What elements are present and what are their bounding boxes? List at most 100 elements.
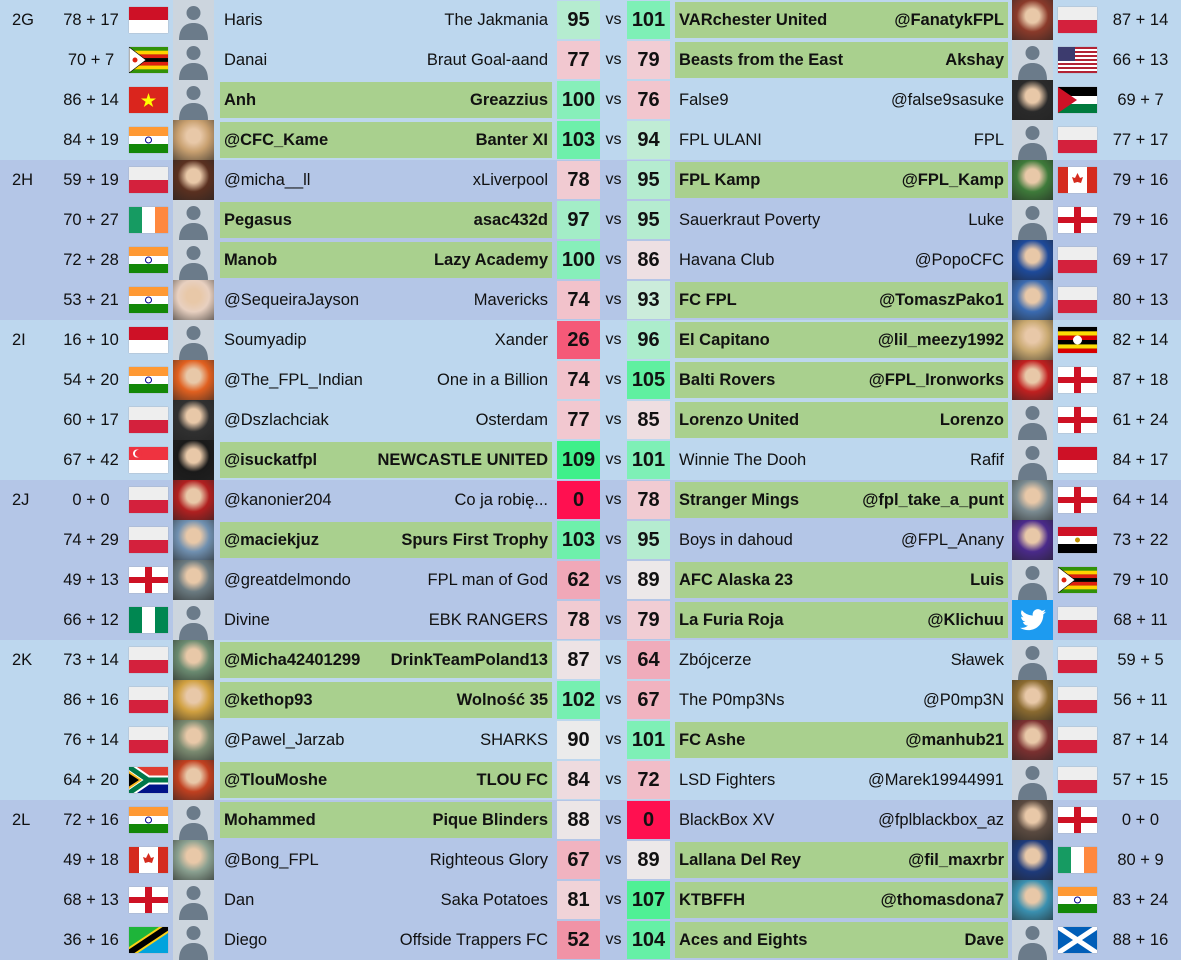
right-avatar[interactable] [1012,680,1053,720]
right-entry[interactable]: AFC Alaska 23 Luis [675,562,1008,598]
left-avatar[interactable] [173,0,214,40]
right-entry[interactable]: KTBFFH @thomasdona7 [675,882,1008,918]
right-entry[interactable]: Sauerkraut Poverty Luke [675,202,1008,238]
left-manager[interactable]: Anh [224,90,257,109]
right-manager[interactable]: @FPL_Anany [901,530,1004,549]
right-manager[interactable]: @P0mp3N [923,690,1004,709]
left-team[interactable]: NEWCASTLE UNITED [377,450,549,469]
left-manager[interactable]: Mohammed [224,810,316,829]
right-entry[interactable]: VARchester United @FanatykFPL [675,2,1008,38]
right-avatar[interactable] [1012,720,1053,760]
right-manager[interactable]: @Marek19944991 [867,770,1004,789]
right-manager[interactable]: Dave [964,930,1004,949]
left-avatar[interactable] [173,920,214,960]
right-entry[interactable]: False9 @false9sasuke [675,82,1008,118]
right-team[interactable]: BlackBox XV [679,810,775,829]
right-team[interactable]: Boys in dahoud [679,530,793,549]
right-team[interactable]: FC Ashe [679,730,746,749]
right-entry[interactable]: Lallana Del Rey @fil_maxrbr [675,842,1008,878]
left-manager[interactable]: @isuckatfpl [224,450,318,469]
left-team[interactable]: Saka Potatoes [440,890,548,909]
left-manager[interactable]: Diego [224,930,268,949]
left-team[interactable]: Osterdam [475,410,548,429]
left-team[interactable]: EBK RANGERS [428,610,548,629]
right-team[interactable]: Balti Rovers [679,370,776,389]
right-manager[interactable]: @FanatykFPL [894,10,1004,29]
right-entry[interactable]: Stranger Mings @fpl_take_a_punt [675,482,1008,518]
left-entry[interactable]: Danai Braut Goal-aand [220,42,552,78]
right-manager[interactable]: @manhub21 [905,730,1004,749]
left-entry[interactable]: Haris The Jakmania [220,2,552,38]
left-entry[interactable]: @TlouMoshe TLOU FC [220,762,552,798]
left-team[interactable]: Mavericks [473,290,548,309]
right-avatar[interactable] [1012,520,1053,560]
right-avatar[interactable] [1012,120,1053,160]
left-avatar[interactable] [173,720,214,760]
right-avatar[interactable] [1012,80,1053,120]
right-entry[interactable]: La Furia Roja @Klichuu [675,602,1008,638]
left-team[interactable]: Righteous Glory [429,850,548,869]
left-avatar[interactable] [173,760,214,800]
left-team[interactable]: FPL man of God [427,570,548,589]
left-team[interactable]: DrinkTeamPoland13 [390,650,548,669]
left-team[interactable]: The Jakmania [444,10,548,29]
right-manager[interactable]: Rafif [970,450,1004,469]
right-avatar[interactable] [1012,320,1053,360]
right-team[interactable]: La Furia Roja [679,610,784,629]
right-entry[interactable]: FPL ULANI FPL [675,122,1008,158]
right-entry[interactable]: Aces and Eights Dave [675,922,1008,958]
right-avatar[interactable] [1012,840,1053,880]
right-team[interactable]: Sauerkraut Poverty [679,210,821,229]
left-entry[interactable]: @isuckatfpl NEWCASTLE UNITED [220,442,552,478]
right-entry[interactable]: BlackBox XV @fplblackbox_az [675,802,1008,838]
right-entry[interactable]: Zbójcerze Sławek [675,642,1008,678]
right-team[interactable]: Lallana Del Rey [679,850,801,869]
right-manager[interactable]: Luke [968,210,1004,229]
left-entry[interactable]: Manob Lazy Academy [220,242,552,278]
right-manager[interactable]: @fil_maxrbr [908,850,1004,869]
left-manager[interactable]: @CFC_Kame [224,130,329,149]
right-avatar[interactable] [1012,440,1053,480]
left-avatar[interactable] [173,40,214,80]
left-entry[interactable]: Anh Greazzius [220,82,552,118]
right-avatar[interactable] [1012,0,1053,40]
left-entry[interactable]: @The_FPL_Indian One in a Billion [220,362,552,398]
right-entry[interactable]: El Capitano @lil_meezy1992 [675,322,1008,358]
right-avatar[interactable] [1012,600,1053,640]
left-avatar[interactable] [173,240,214,280]
left-avatar[interactable] [173,480,214,520]
right-avatar[interactable] [1012,760,1053,800]
right-avatar[interactable] [1012,480,1053,520]
right-entry[interactable]: FC FPL @TomaszPako1 [675,282,1008,318]
right-team[interactable]: KTBFFH [679,890,745,909]
left-entry[interactable]: @greatdelmondo FPL man of God [220,562,552,598]
right-team[interactable]: FPL Kamp [679,170,761,189]
left-avatar[interactable] [173,320,214,360]
left-manager[interactable]: @greatdelmondo [224,570,351,589]
left-avatar[interactable] [173,160,214,200]
right-avatar[interactable] [1012,40,1053,80]
left-entry[interactable]: @CFC_Kame Banter XI [220,122,552,158]
right-manager[interactable]: @false9sasuke [890,90,1004,109]
right-entry[interactable]: Havana Club @PopoCFC [675,242,1008,278]
right-team[interactable]: Beasts from the East [679,50,844,69]
right-entry[interactable]: Winnie The Dooh Rafif [675,442,1008,478]
left-avatar[interactable] [173,640,214,680]
left-avatar[interactable] [173,400,214,440]
left-avatar[interactable] [173,840,214,880]
left-entry[interactable]: @kanonier204 Co ja robię... [220,482,552,518]
right-manager[interactable]: Sławek [950,650,1004,669]
right-entry[interactable]: FPL Kamp @FPL_Kamp [675,162,1008,198]
left-manager[interactable]: @Dszlachciak [224,410,329,429]
right-manager[interactable]: @fpl_take_a_punt [862,490,1004,509]
left-team[interactable]: Xander [494,330,548,349]
right-avatar[interactable] [1012,400,1053,440]
left-team[interactable]: TLOU FC [476,770,549,789]
left-team[interactable]: Pique Blinders [432,810,548,829]
left-team[interactable]: Offside Trappers FC [399,930,548,949]
right-avatar[interactable] [1012,920,1053,960]
left-avatar[interactable] [173,560,214,600]
left-team[interactable]: Spurs First Trophy [401,530,548,549]
left-team[interactable]: Braut Goal-aand [426,50,548,69]
right-manager[interactable]: @lil_meezy1992 [877,330,1004,349]
